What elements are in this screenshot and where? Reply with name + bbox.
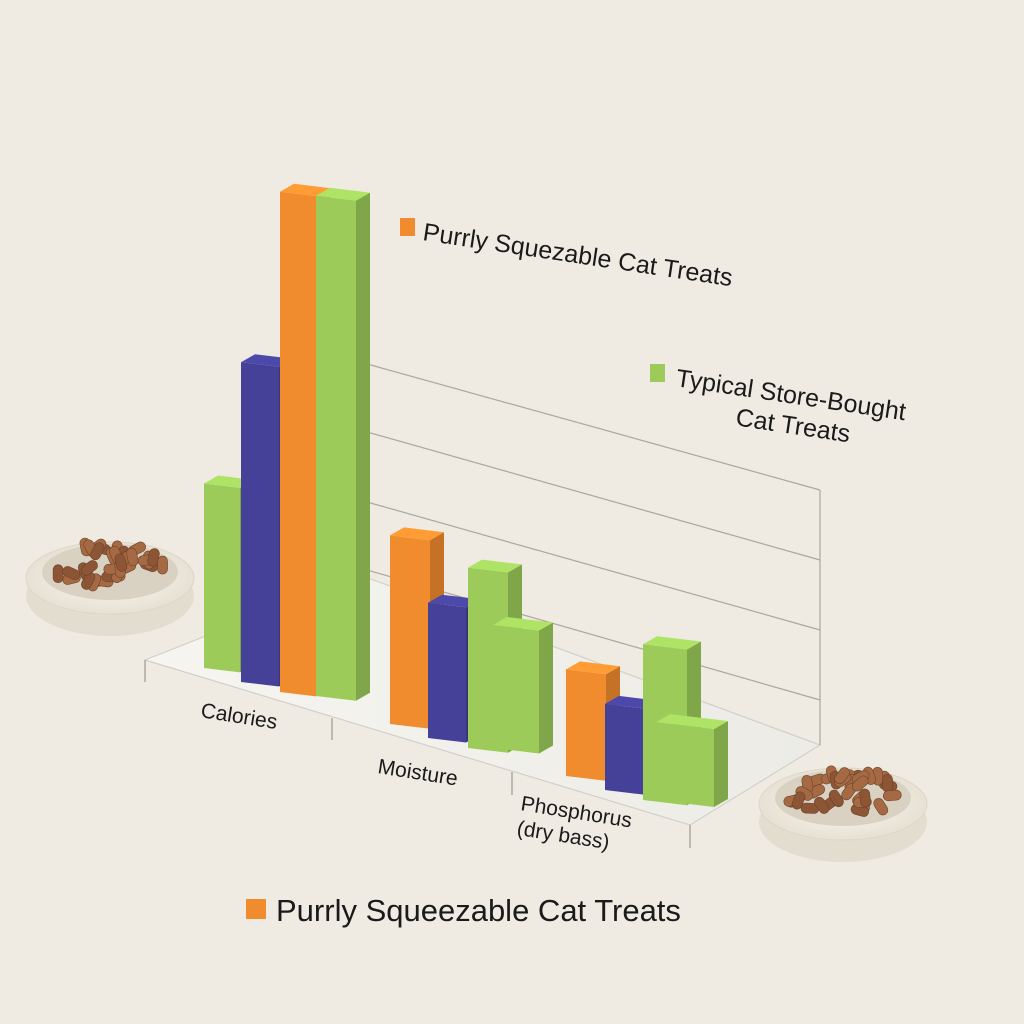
- legend-swatch-store-bought: [650, 364, 665, 382]
- kibble-piece: [882, 773, 893, 793]
- bar-top-face: [493, 617, 553, 631]
- treat-bowl-left: [25, 537, 195, 636]
- bar-moisture-series-4: [493, 617, 553, 754]
- bar-top-face: [390, 527, 444, 541]
- kibble-piece: [62, 566, 81, 580]
- kibble-pile-right: [783, 765, 902, 817]
- bar-side-face: [539, 622, 553, 754]
- kibble-piece: [81, 571, 96, 590]
- treat-bowl-right: [758, 765, 928, 862]
- bar-front-face: [493, 625, 539, 754]
- bar-front-face: [280, 191, 316, 697]
- bar-front-face: [390, 535, 430, 729]
- kibble-pile-left: [52, 537, 168, 592]
- bar-phosphorus-series-4: [656, 714, 728, 807]
- kibble-piece: [851, 775, 869, 792]
- legend-swatch-purrly: [400, 218, 415, 236]
- kibble-piece: [814, 796, 830, 814]
- kibble-piece: [90, 542, 105, 561]
- bar-top-face: [280, 183, 330, 197]
- bar-front-face: [204, 483, 240, 673]
- legend-label-store-bought: Typical Store-Bought Cat Treats: [670, 364, 915, 457]
- bar-front-face: [566, 669, 606, 781]
- bar-front-face: [656, 722, 714, 807]
- kibble-piece: [80, 560, 98, 576]
- bar-top-face: [656, 714, 728, 730]
- bar-front-face: [241, 362, 279, 687]
- kibble-piece: [147, 548, 160, 567]
- kibble-piece: [52, 564, 64, 583]
- bar-side-face: [356, 192, 370, 701]
- kibble-piece: [157, 555, 168, 575]
- bar-top-face: [468, 559, 522, 573]
- bars-layer: [204, 183, 728, 807]
- bottom-legend: Purrly Squeezable Cat Treats: [246, 893, 681, 928]
- kibble-piece: [114, 553, 128, 572]
- kibble-piece: [834, 767, 850, 785]
- bar-top-face: [566, 661, 620, 675]
- legend: Purrly Squezable Cat Treats Typical Stor…: [400, 218, 915, 457]
- bar-front-face: [316, 195, 356, 701]
- gridline: [359, 429, 821, 561]
- bar-top-face: [316, 187, 370, 201]
- kibble-piece: [791, 791, 806, 810]
- category-label-calories: Calories: [199, 699, 279, 734]
- kibble-piece: [873, 797, 889, 816]
- kibble-piece: [882, 789, 902, 802]
- gridline: [359, 361, 821, 491]
- category-label-moisture: Moisture: [376, 755, 459, 790]
- bar-top-face: [643, 636, 701, 650]
- bar-front-face: [428, 602, 466, 743]
- bar-side-face: [714, 721, 728, 807]
- bottom-legend-swatch: [246, 899, 266, 919]
- legend-label-purrly: Purrly Squezable Cat Treats: [421, 218, 734, 292]
- kibble-piece: [828, 789, 844, 808]
- bottom-legend-label: Purrly Squeezable Cat Treats: [276, 893, 681, 928]
- bar-front-face: [605, 703, 643, 795]
- bar-calories-series-3: [316, 187, 370, 701]
- kibble-piece: [126, 547, 139, 567]
- kibble-piece: [859, 788, 871, 808]
- category-separators: [144, 660, 691, 848]
- bar-top-face: [428, 594, 480, 608]
- gridline: [359, 499, 821, 631]
